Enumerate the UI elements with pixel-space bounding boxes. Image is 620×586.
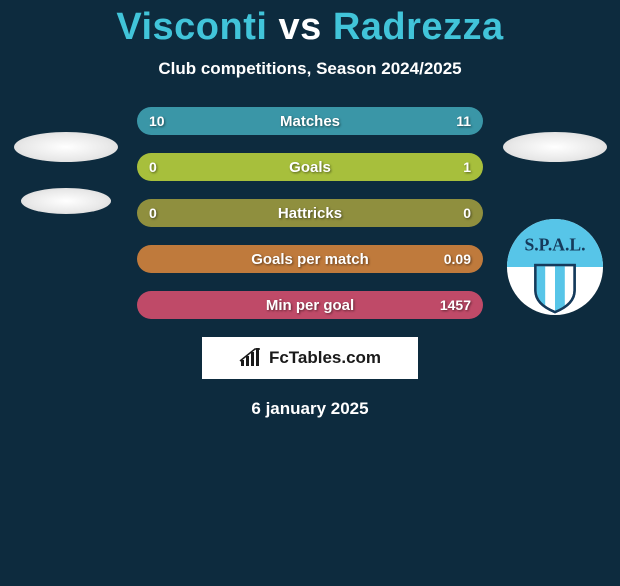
stat-right: 11 [456,113,471,129]
player1-name: Visconti [116,6,267,48]
badges-left [8,124,123,222]
subtitle: Club competitions, Season 2024/2025 [0,59,620,79]
club-badge-placeholder [14,132,118,162]
stat-left: 10 [149,113,165,129]
stat-left: 0 [149,159,157,175]
bar-chart-icon [239,348,263,368]
page-title: Visconti vs Radrezza [0,6,620,49]
stat-row: 10 Matches 11 [137,107,483,135]
stat-right: 0 [463,205,471,221]
badges-right: S.P.A.L. [497,124,612,252]
stat-row: 0 Hattricks 0 [137,199,483,227]
stat-label: Hattricks [137,205,483,222]
spal-crest: S.P.A.L. [506,218,604,300]
club-badge-placeholder [21,188,111,214]
stat-right: 1457 [440,297,471,313]
brand-footer[interactable]: FcTables.com [202,337,418,379]
stat-right: 0.09 [444,251,471,267]
player2-name: Radrezza [333,6,504,48]
date-text: 6 january 2025 [0,399,620,419]
club-badge-placeholder [503,132,607,162]
svg-text:S.P.A.L.: S.P.A.L. [524,234,585,254]
stat-left: 0 [149,205,157,221]
stats-comparison: 10 Matches 11 0 Goals 1 0 Hattricks 0 Go… [137,107,483,319]
brand-text: FcTables.com [269,348,381,368]
stat-row: Min per goal 1457 [137,291,483,319]
stat-label: Min per goal [137,297,483,314]
title-vs: vs [279,6,322,48]
stat-label: Goals per match [137,251,483,268]
stat-label: Goals [137,159,483,176]
stat-row: Goals per match 0.09 [137,245,483,273]
stat-row: 0 Goals 1 [137,153,483,181]
stat-label: Matches [137,113,483,130]
stat-right: 1 [463,159,471,175]
